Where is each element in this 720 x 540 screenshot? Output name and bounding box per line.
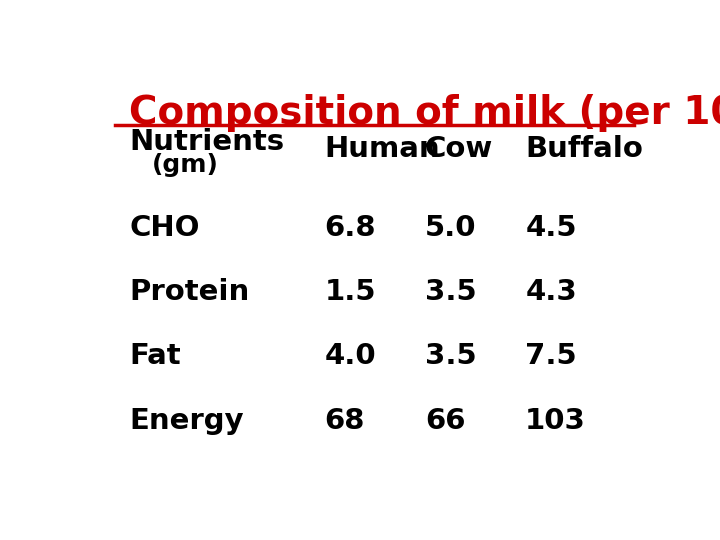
Text: 103: 103: [526, 407, 586, 435]
Text: Nutrients: Nutrients: [129, 129, 284, 156]
Text: 7.5: 7.5: [526, 342, 577, 370]
Text: 3.5: 3.5: [425, 342, 477, 370]
Text: Human: Human: [324, 134, 440, 163]
Text: 1.5: 1.5: [324, 278, 376, 306]
Text: Protein: Protein: [129, 278, 249, 306]
Text: Composition of milk (per 100 ml): Composition of milk (per 100 ml): [129, 94, 720, 132]
Text: 66: 66: [425, 407, 465, 435]
Text: 4.3: 4.3: [526, 278, 577, 306]
Text: 3.5: 3.5: [425, 278, 477, 306]
Text: Cow: Cow: [425, 134, 493, 163]
Text: (gm): (gm): [151, 153, 218, 177]
Text: 5.0: 5.0: [425, 213, 477, 241]
Text: 4.0: 4.0: [324, 342, 376, 370]
Text: 6.8: 6.8: [324, 213, 376, 241]
Text: 4.5: 4.5: [526, 213, 577, 241]
Text: CHO: CHO: [129, 213, 199, 241]
Text: Fat: Fat: [129, 342, 181, 370]
Text: 68: 68: [324, 407, 365, 435]
Text: Buffalo: Buffalo: [526, 134, 643, 163]
Text: Energy: Energy: [129, 407, 243, 435]
